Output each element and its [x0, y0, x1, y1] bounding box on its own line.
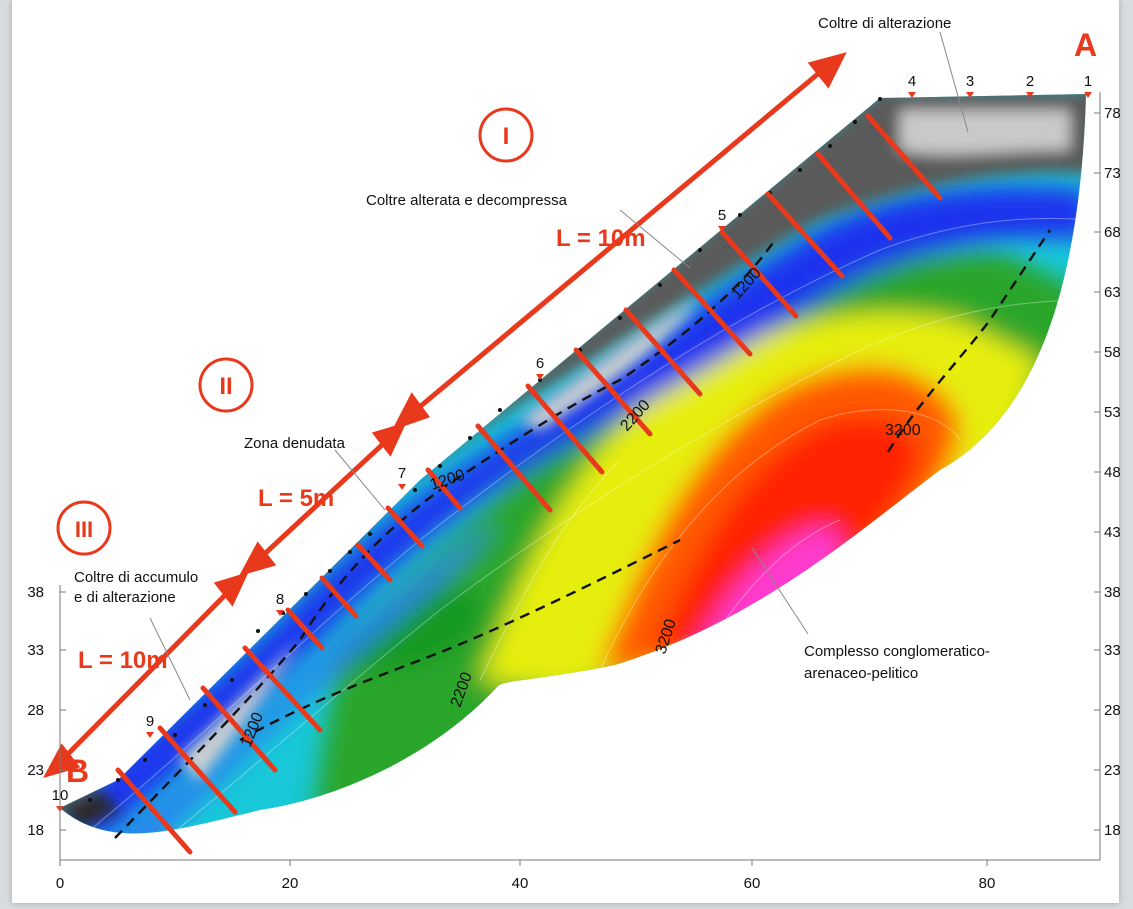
electrode-label: 7: [398, 465, 406, 482]
contour-lines: [89, 217, 1086, 834]
annotation-complesso-1: Complesso conglomeratico-: [804, 643, 990, 660]
arrow-head-c: [213, 571, 249, 607]
arrow-head-down: [391, 392, 431, 431]
zone-label-ii: II: [219, 373, 232, 400]
annotation-coltre-accumulo-2: e di alterazione: [74, 589, 176, 606]
y-tick: 23: [1104, 762, 1121, 779]
electrode-labels: 1 2 3 4 5 6 7 8 9 10: [52, 73, 1093, 804]
annotation-coltre-accumulo-1: Coltre di accumulo: [74, 569, 198, 586]
electrode-markers: [56, 92, 1092, 812]
electrode-label: 1: [1084, 73, 1092, 90]
annotation-complesso-2: arenaceo-pelitico: [804, 665, 918, 682]
electrode-label: 9: [146, 713, 154, 730]
y-tick: 63: [1104, 284, 1121, 301]
y-tick: 73: [1104, 165, 1121, 182]
y-tick: 78: [1104, 105, 1121, 122]
y-tick: 53: [1104, 404, 1121, 421]
zone-circle-iii: [56, 500, 112, 556]
electrode-label: 2: [1026, 73, 1034, 90]
length-labels: L = 10m L = 5m L = 10m: [78, 225, 646, 674]
electrode-label: 10: [52, 787, 69, 804]
resistivity-fill: [60, 94, 1086, 834]
x-tick: 60: [744, 875, 761, 892]
x-tick: 0: [56, 875, 64, 892]
y-tick-labels-left: 38 33 28 23 18: [27, 584, 44, 839]
interface-lines: [114, 229, 1051, 839]
annotation-coltre-alterazione: Coltre di alterazione: [818, 15, 951, 32]
y-tick-labels-right: 78 73 68 63 58 53 48 43 38 33 28 23 18: [1104, 105, 1121, 839]
thickness-bars: [115, 113, 943, 855]
zone-circle-i: [478, 107, 534, 163]
arrow-head-up: [807, 52, 847, 89]
electrode-label: 8: [276, 591, 284, 608]
x-tick-labels: 0 20 40 60 80: [56, 875, 996, 892]
electrode-label: 3: [966, 73, 974, 90]
zone-circle-ii: [198, 357, 254, 413]
y-tick: 68: [1104, 224, 1121, 241]
section-end-b: B: [66, 753, 89, 789]
length-label-ii: L = 5m: [258, 485, 334, 512]
annotation-zona-denudata: Zona denudata: [244, 435, 346, 452]
annotations: Coltre di alterazione Coltre alterata e …: [74, 15, 990, 682]
zone-label-iii: III: [75, 517, 93, 542]
y-tick: 18: [27, 822, 44, 839]
x-tick: 40: [512, 875, 529, 892]
axes: [59, 92, 1101, 866]
x-tick: 20: [282, 875, 299, 892]
y-tick: 23: [27, 762, 44, 779]
y-tick: 38: [27, 584, 44, 601]
contour-label: 3200: [885, 422, 921, 439]
y-tick: 43: [1104, 524, 1121, 541]
zone-label-i: I: [503, 123, 510, 150]
leader-lines: [149, 31, 969, 701]
length-label-iii: L = 10m: [78, 647, 168, 674]
x-tick: 80: [979, 875, 996, 892]
electrode-label: 5: [718, 207, 726, 224]
y-tick: 33: [27, 642, 44, 659]
y-tick: 18: [1104, 822, 1121, 839]
y-tick: 33: [1104, 642, 1121, 659]
y-tick: 38: [1104, 584, 1121, 601]
electrode-label: 6: [536, 355, 544, 372]
length-label-i: L = 10m: [556, 225, 646, 252]
surface-dots: [88, 97, 882, 802]
annotation-coltre-alterata: Coltre alterata e decompressa: [366, 192, 568, 209]
arrow-head-right: [371, 421, 407, 457]
arrow-head-left: [238, 541, 277, 577]
y-tick: 28: [27, 702, 44, 719]
section-end-a: A: [1074, 27, 1097, 63]
y-tick: 58: [1104, 344, 1121, 361]
zone-markers: I II III: [56, 107, 534, 556]
y-tick: 28: [1104, 702, 1121, 719]
y-tick: 48: [1104, 464, 1121, 481]
length-arrows: [42, 52, 847, 779]
electrode-label: 4: [908, 73, 916, 90]
